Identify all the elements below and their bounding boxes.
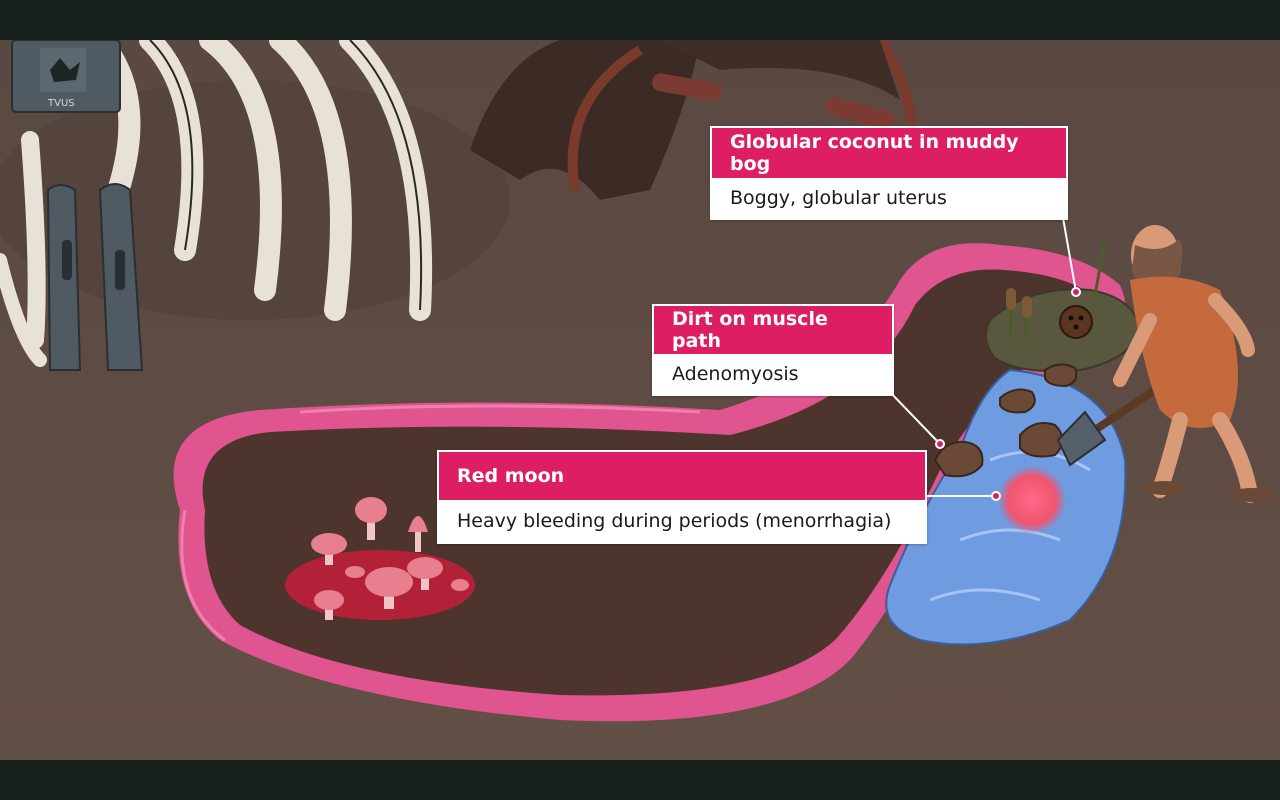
caveman-icon [1113, 225, 1274, 503]
dirt-clump-icon [933, 363, 1078, 478]
callout-leader-lines [887, 211, 1077, 497]
hut-icon [470, 40, 917, 200]
callout-subtitle: Boggy, globular uterus [712, 178, 1066, 218]
scene-artwork: TVUS [0, 40, 1280, 760]
log-icon [825, 97, 895, 129]
letterbox-bottom [0, 760, 1280, 800]
callout-title: Globular coconut in muddy bog [712, 128, 1066, 178]
callout-title: Dirt on muscle path [654, 306, 892, 354]
callout-subtitle: Adenomyosis [654, 354, 892, 394]
stone-pillar-icon [46, 183, 144, 371]
cattail-icon [1006, 239, 1107, 341]
signpost-icon [11, 40, 121, 113]
coconut-icon [1059, 305, 1093, 339]
log-icon [652, 73, 722, 101]
callout-dirt: Dirt on muscle path Adenomyosis [652, 304, 894, 396]
callout-title: Red moon [439, 452, 925, 500]
red-moon-icon [998, 466, 1066, 534]
callout-moon: Red moon Heavy bleeding during periods (… [437, 450, 927, 544]
letterbox-top [0, 0, 1280, 40]
callout-subtitle: Heavy bleeding during periods (menorrhag… [439, 500, 925, 542]
illustration-scene: TVUS [0, 40, 1280, 760]
mushroom-cluster-icon [311, 497, 469, 620]
callout-coconut: Globular coconut in muddy bog Boggy, glo… [710, 126, 1068, 220]
signpost-text: TVUS [47, 98, 75, 109]
